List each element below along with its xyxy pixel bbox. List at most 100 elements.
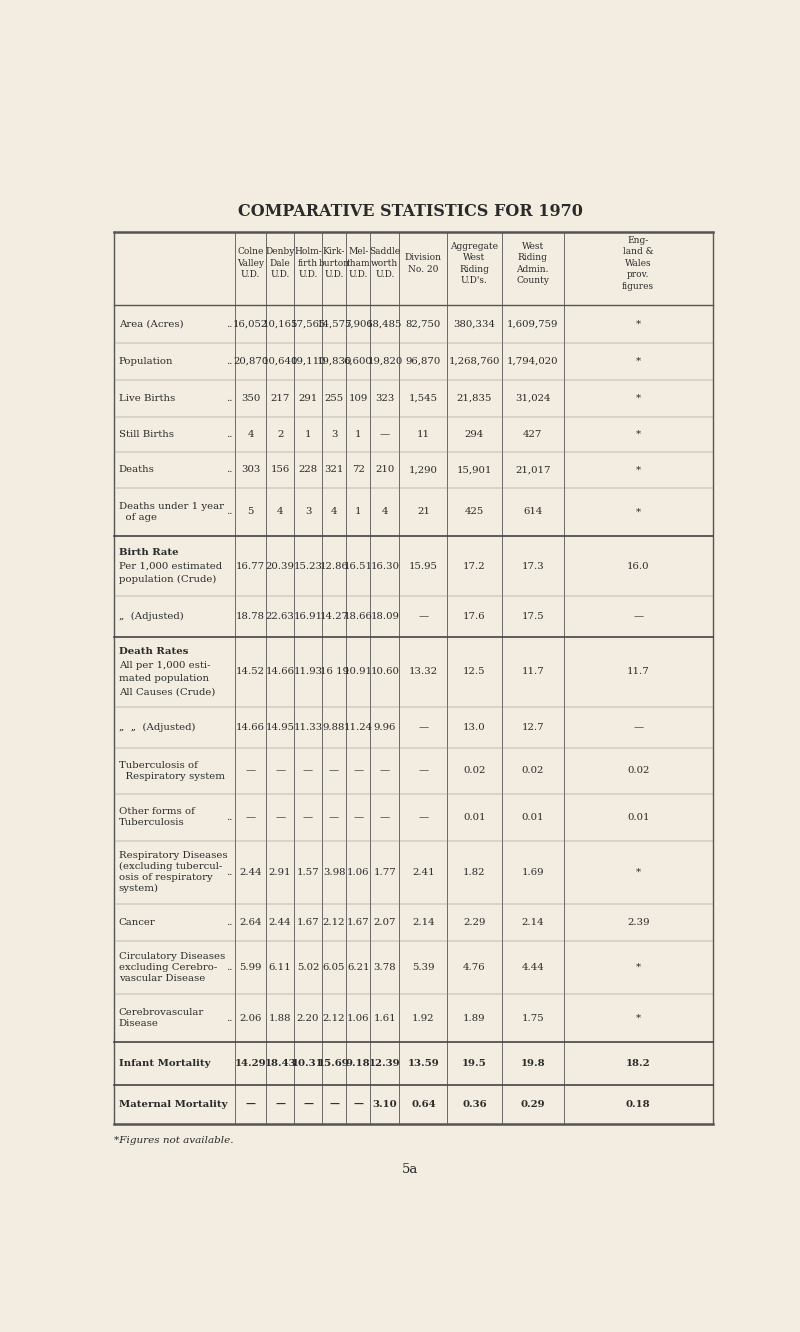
Text: Infant Mortality: Infant Mortality: [118, 1059, 210, 1068]
Text: Still Births: Still Births: [118, 430, 174, 440]
Text: 2: 2: [277, 430, 283, 440]
Text: 4.44: 4.44: [522, 963, 544, 972]
Text: 1: 1: [355, 507, 362, 517]
Text: 321: 321: [324, 465, 344, 474]
Text: Per 1,000 estimated: Per 1,000 estimated: [118, 562, 222, 570]
Text: 14.66: 14.66: [266, 667, 294, 677]
Text: 0.02: 0.02: [522, 766, 544, 775]
Text: ..: ..: [226, 963, 232, 972]
Text: 10.31: 10.31: [292, 1059, 324, 1068]
Text: *Figures not available.: *Figures not available.: [114, 1136, 233, 1146]
Text: 217: 217: [270, 394, 290, 402]
Text: 5a: 5a: [402, 1163, 418, 1176]
Text: All Causes (Crude): All Causes (Crude): [118, 687, 215, 697]
Text: Holm-
firth
U.D.: Holm- firth U.D.: [294, 248, 322, 280]
Text: 0.02: 0.02: [627, 766, 650, 775]
Text: COMPARATIVE STATISTICS FOR 1970: COMPARATIVE STATISTICS FOR 1970: [238, 202, 582, 220]
Text: ..: ..: [226, 918, 232, 927]
Text: 9.96: 9.96: [374, 723, 396, 731]
Text: 0.64: 0.64: [411, 1100, 436, 1110]
Text: —: —: [303, 1100, 313, 1110]
Text: 96,870: 96,870: [406, 357, 441, 366]
Text: 15.69: 15.69: [318, 1059, 350, 1068]
Text: 14,577: 14,577: [316, 320, 352, 329]
Text: 1.61: 1.61: [374, 1014, 396, 1023]
Text: 210: 210: [375, 465, 394, 474]
Text: 5,906: 5,906: [344, 320, 373, 329]
Text: 4: 4: [247, 430, 254, 440]
Text: —: —: [633, 613, 643, 621]
Text: —: —: [633, 723, 643, 731]
Text: 6,600: 6,600: [344, 357, 373, 366]
Text: —: —: [418, 723, 428, 731]
Text: 2.07: 2.07: [374, 918, 396, 927]
Text: —: —: [303, 813, 313, 822]
Text: —: —: [329, 813, 339, 822]
Text: 18.66: 18.66: [344, 613, 373, 621]
Text: —: —: [380, 813, 390, 822]
Text: 1.77: 1.77: [374, 867, 396, 876]
Text: 11.33: 11.33: [294, 723, 322, 731]
Text: Colne
Valley
U.D.: Colne Valley U.D.: [237, 248, 264, 280]
Text: 2.64: 2.64: [239, 918, 262, 927]
Text: 17.3: 17.3: [522, 562, 544, 570]
Text: 1.92: 1.92: [412, 1014, 434, 1023]
Text: 14.27: 14.27: [319, 613, 349, 621]
Text: 18.43: 18.43: [264, 1059, 296, 1068]
Text: 10.91: 10.91: [344, 667, 373, 677]
Text: ..: ..: [226, 1014, 232, 1023]
Text: Cancer: Cancer: [118, 918, 155, 927]
Text: 16.30: 16.30: [370, 562, 399, 570]
Text: 14.52: 14.52: [236, 667, 265, 677]
Text: 0.01: 0.01: [522, 813, 544, 822]
Text: *: *: [635, 394, 641, 402]
Text: 1.06: 1.06: [347, 1014, 370, 1023]
Text: 17.2: 17.2: [463, 562, 486, 570]
Text: 3.98: 3.98: [323, 867, 346, 876]
Text: Other forms of
Tuberculosis: Other forms of Tuberculosis: [118, 807, 194, 827]
Text: 1: 1: [355, 430, 362, 440]
Text: 13.32: 13.32: [409, 667, 438, 677]
Text: 614: 614: [523, 507, 542, 517]
Text: 13.59: 13.59: [407, 1059, 439, 1068]
Text: 82,750: 82,750: [406, 320, 441, 329]
Text: 2.12: 2.12: [323, 1014, 346, 1023]
Text: 350: 350: [241, 394, 260, 402]
Text: 16.91: 16.91: [294, 613, 322, 621]
Text: 5: 5: [247, 507, 254, 517]
Text: 21: 21: [417, 507, 430, 517]
Text: 17,565: 17,565: [290, 320, 326, 329]
Text: Cerebrovascular
Disease: Cerebrovascular Disease: [118, 1008, 204, 1028]
Text: —: —: [353, 813, 363, 822]
Text: 2.29: 2.29: [463, 918, 486, 927]
Text: 4: 4: [277, 507, 283, 517]
Text: Kirk-
burton
U.D.: Kirk- burton U.D.: [318, 248, 350, 280]
Text: —: —: [329, 1100, 339, 1110]
Text: 1.69: 1.69: [522, 867, 544, 876]
Text: population (Crude): population (Crude): [118, 575, 216, 583]
Text: 19.8: 19.8: [521, 1059, 545, 1068]
Text: —: —: [380, 430, 390, 440]
Text: ..: ..: [226, 430, 232, 440]
Text: *: *: [635, 320, 641, 329]
Text: *: *: [635, 1014, 641, 1023]
Text: Denby
Dale
U.D.: Denby Dale U.D.: [266, 248, 294, 280]
Text: 14.95: 14.95: [266, 723, 294, 731]
Text: 17.5: 17.5: [522, 613, 544, 621]
Text: 1.67: 1.67: [347, 918, 370, 927]
Text: —: —: [418, 613, 428, 621]
Text: Tuberculosis of
  Respiratory system: Tuberculosis of Respiratory system: [118, 761, 225, 781]
Text: 20,870: 20,870: [233, 357, 268, 366]
Text: 18.2: 18.2: [626, 1059, 650, 1068]
Text: —: —: [275, 1100, 285, 1110]
Text: 1.06: 1.06: [347, 867, 370, 876]
Text: 72: 72: [352, 465, 365, 474]
Text: 1.75: 1.75: [522, 1014, 544, 1023]
Text: —: —: [329, 766, 339, 775]
Text: 4: 4: [331, 507, 338, 517]
Text: —: —: [353, 766, 363, 775]
Text: 291: 291: [298, 394, 318, 402]
Text: Circulatory Diseases
excluding Cerebro-
vascular Disease: Circulatory Diseases excluding Cerebro- …: [118, 952, 225, 983]
Text: Deaths: Deaths: [118, 465, 154, 474]
Text: *: *: [635, 963, 641, 972]
